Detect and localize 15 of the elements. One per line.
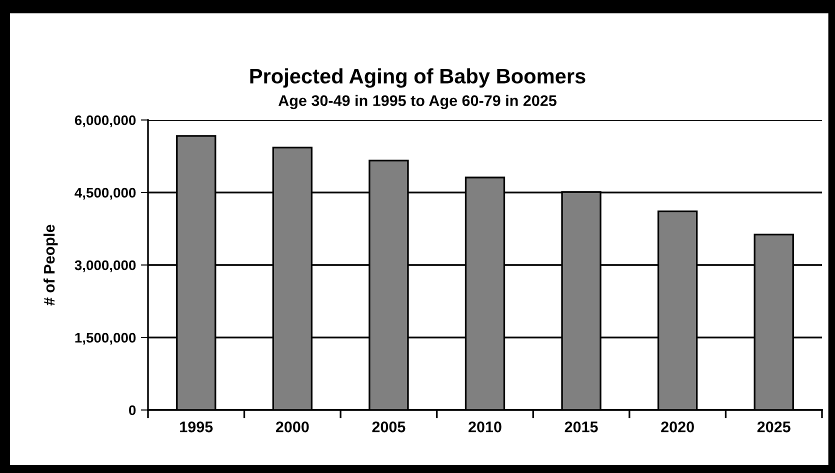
chart-title: Projected Aging of Baby Boomers [250, 68, 586, 88]
x-tick-label: 2020 [661, 422, 694, 432]
y-tick-label: 6,000,000 [74, 115, 136, 128]
y-tick-label: 3,000,000 [74, 260, 136, 272]
y-tick-label: 0 [129, 405, 136, 416]
x-tick-label: 2000 [276, 422, 309, 432]
chart-subtitle: Age 30-49 in 1995 to Age 60-79 in 2025 [278, 94, 556, 110]
y-axis-title: # of People [44, 224, 58, 306]
x-tick-label: 2005 [372, 422, 406, 432]
x-tick-label: 2010 [468, 422, 502, 432]
y-tick-label: 4,500,000 [74, 188, 136, 200]
x-tick-label: 2015 [564, 422, 598, 432]
y-tick-label: 1,500,000 [75, 332, 136, 345]
x-tick-label: 1995 [180, 422, 213, 432]
x-tick-label: 2025 [757, 422, 790, 432]
